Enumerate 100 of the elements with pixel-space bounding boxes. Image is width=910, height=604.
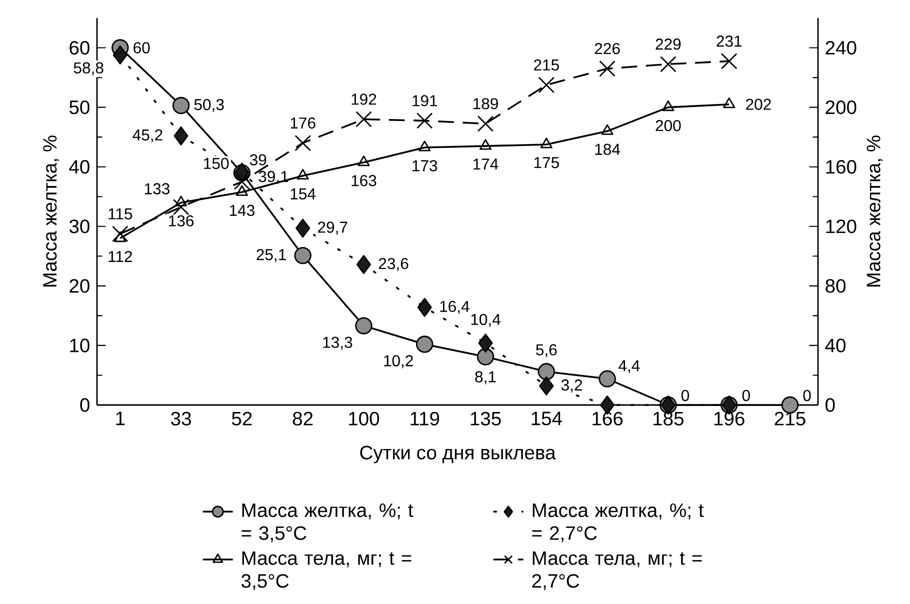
data-label: 231	[716, 36, 742, 47]
data-label: 174	[474, 158, 498, 170]
point	[172, 96, 190, 114]
point	[175, 196, 188, 206]
data-label: 23,6	[378, 258, 408, 272]
data-label: 176	[290, 117, 316, 129]
data-label: 50,3	[194, 98, 224, 112]
legend-label: Масса тела, мг; t = 3,5°C	[241, 551, 412, 590]
point	[114, 231, 126, 242]
data-label: 175	[534, 157, 559, 168]
data-label: 229	[656, 38, 681, 50]
point	[112, 45, 128, 64]
x-tick-label: 154	[532, 412, 562, 426]
point	[356, 111, 372, 128]
data-label: 0	[803, 390, 811, 402]
data-label: 3,2	[561, 379, 582, 392]
point	[479, 139, 492, 150]
y-tick-label: 10	[70, 338, 90, 352]
x-tick-label: 185	[654, 412, 684, 426]
data-label: 45,2	[132, 129, 162, 142]
data-label: 4,4	[618, 360, 640, 374]
point	[358, 156, 370, 166]
y2-tick-label: 80	[826, 279, 846, 293]
data-label: 25,1	[256, 249, 286, 262]
y-tick-label: 0	[80, 398, 90, 412]
data-label: 8,1	[475, 371, 496, 384]
data-label: 16,4	[440, 300, 470, 314]
data-label: 215	[534, 59, 559, 71]
point	[234, 174, 250, 190]
data-label: 163	[352, 175, 376, 186]
data-label: 115	[108, 208, 132, 220]
x-tick-label: 52	[232, 412, 252, 426]
data-label: 112	[108, 250, 132, 262]
point	[478, 334, 493, 353]
y-tick-label: 30	[69, 220, 90, 234]
x-tick-label: 166	[592, 412, 623, 426]
x-axis-title: Сутки со дня выклева	[360, 446, 556, 464]
point	[294, 246, 312, 264]
data-label: 202	[746, 98, 771, 110]
data-label: 5,6	[536, 344, 557, 358]
point	[112, 226, 128, 242]
point	[477, 116, 494, 132]
y2-tick-label: 0	[826, 398, 835, 412]
data-label: 60	[134, 42, 150, 54]
x-tick-label: 196	[714, 412, 744, 426]
data-label: 39	[250, 154, 266, 166]
data-label: 173	[412, 160, 438, 172]
y-tick-label: 50	[69, 100, 90, 114]
x-tick-label: 100	[349, 412, 380, 426]
y-tick-label: 40	[69, 160, 90, 174]
point	[416, 112, 433, 129]
data-label: 0	[742, 390, 750, 402]
y2-tick-label: 120	[826, 220, 856, 234]
point	[296, 218, 310, 238]
data-label: 184	[595, 144, 620, 155]
point	[662, 100, 674, 112]
legend-label: Масса тела, мг; t = 2,7°C	[532, 551, 702, 590]
data-label: 143	[230, 204, 254, 216]
data-label: 189	[474, 98, 498, 110]
point	[236, 185, 248, 196]
data-label: 192	[352, 94, 376, 105]
y2-tick-label: 240	[826, 40, 856, 55]
data-label: 0	[681, 390, 690, 402]
y2-tick-label: 160	[826, 160, 856, 174]
data-label: 10,4	[471, 314, 500, 327]
point	[601, 124, 614, 135]
data-label: 191	[412, 95, 438, 106]
data-label: 154	[290, 188, 316, 200]
x-tick-label: 119	[410, 412, 440, 426]
point	[356, 255, 372, 274]
data-label: 150	[204, 158, 229, 170]
point	[417, 298, 432, 317]
data-label: 133	[144, 183, 170, 194]
legend-label: Масса желтка, %; t = 3,5°C	[242, 504, 414, 542]
point	[539, 376, 554, 396]
x-tick-label: 33	[171, 412, 191, 426]
data-label: 58,8	[74, 62, 104, 76]
point	[174, 126, 188, 146]
x-tick-label: 1	[116, 412, 125, 426]
y-axis-title: Масса желтка, %	[43, 136, 59, 287]
y2-tick-label: 200	[826, 100, 856, 114]
point	[538, 76, 555, 94]
y2-axis-title: Масса желтка, %	[866, 136, 883, 287]
y-tick-label: 20	[70, 279, 90, 293]
data-label: 13,3	[323, 336, 352, 350]
x-tick-label: 215	[774, 412, 806, 426]
y2-tick-label: 40	[825, 338, 846, 352]
data-label: 136	[169, 215, 194, 226]
point	[296, 168, 309, 180]
point	[355, 317, 372, 334]
point	[418, 140, 431, 152]
point	[476, 348, 494, 366]
x-tick-label: 82	[292, 412, 313, 426]
point	[660, 56, 676, 72]
point	[598, 370, 616, 388]
point	[540, 138, 552, 148]
x-tick-label: 135	[470, 412, 501, 426]
data-label: 10,2	[384, 355, 413, 368]
legend-label: Масса желтка, %; t = 2,7°C	[532, 504, 704, 542]
point	[294, 134, 311, 152]
